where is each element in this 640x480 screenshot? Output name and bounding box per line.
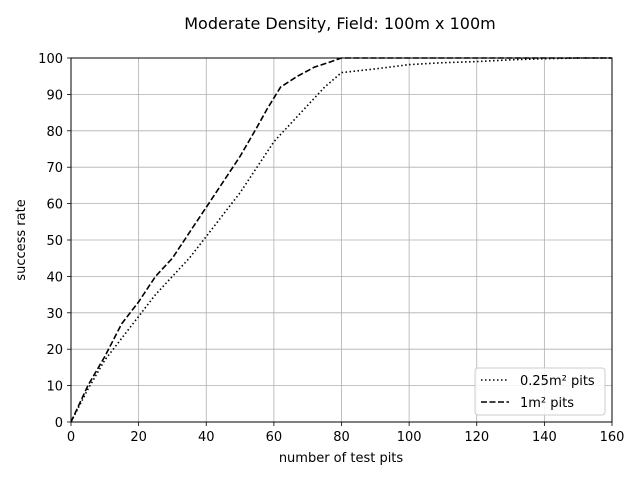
y-tick-label: 80 [46,125,63,140]
x-tick-label: 160 [600,430,625,445]
x-tick-label: 60 [266,430,283,445]
y-axis-ticks: 0 10 20 30 40 50 60 70 80 90 100 [38,52,71,431]
legend-label-1: 1m² pits [520,396,574,411]
legend-box [474,367,606,416]
y-tick-label: 90 [46,88,63,103]
y-tick-label: 30 [46,307,63,322]
x-tick-label: 40 [198,430,215,445]
y-tick-label: 50 [46,234,63,249]
x-tick-label: 140 [532,430,557,445]
y-tick-label: 20 [46,343,63,358]
y-tick-label: 100 [38,52,63,67]
x-tick-label: 0 [67,430,75,445]
grid [70,57,613,423]
legend-label-0: 0.25m² pits [520,374,595,389]
y-tick-label: 0 [55,416,63,431]
x-tick-label: 20 [130,430,147,445]
y-tick-label: 10 [46,380,63,395]
legend: 0.25m² pits 1m² pits [474,367,606,416]
x-tick-label: 120 [464,430,489,445]
series-line-1 [70,57,612,423]
y-axis-label: success rate [14,199,29,280]
chart-title: Moderate Density, Field: 100m x 100m [184,14,495,33]
x-axis-ticks: 0 20 40 60 80 100 120 140 160 [67,422,625,445]
x-tick-label: 100 [397,430,422,445]
y-tick-label: 70 [46,161,63,176]
x-tick-label: 80 [333,430,350,445]
series-group [70,57,612,423]
y-tick-label: 40 [46,270,63,285]
x-axis-label: number of test pits [279,451,404,466]
y-tick-label: 60 [46,198,63,213]
